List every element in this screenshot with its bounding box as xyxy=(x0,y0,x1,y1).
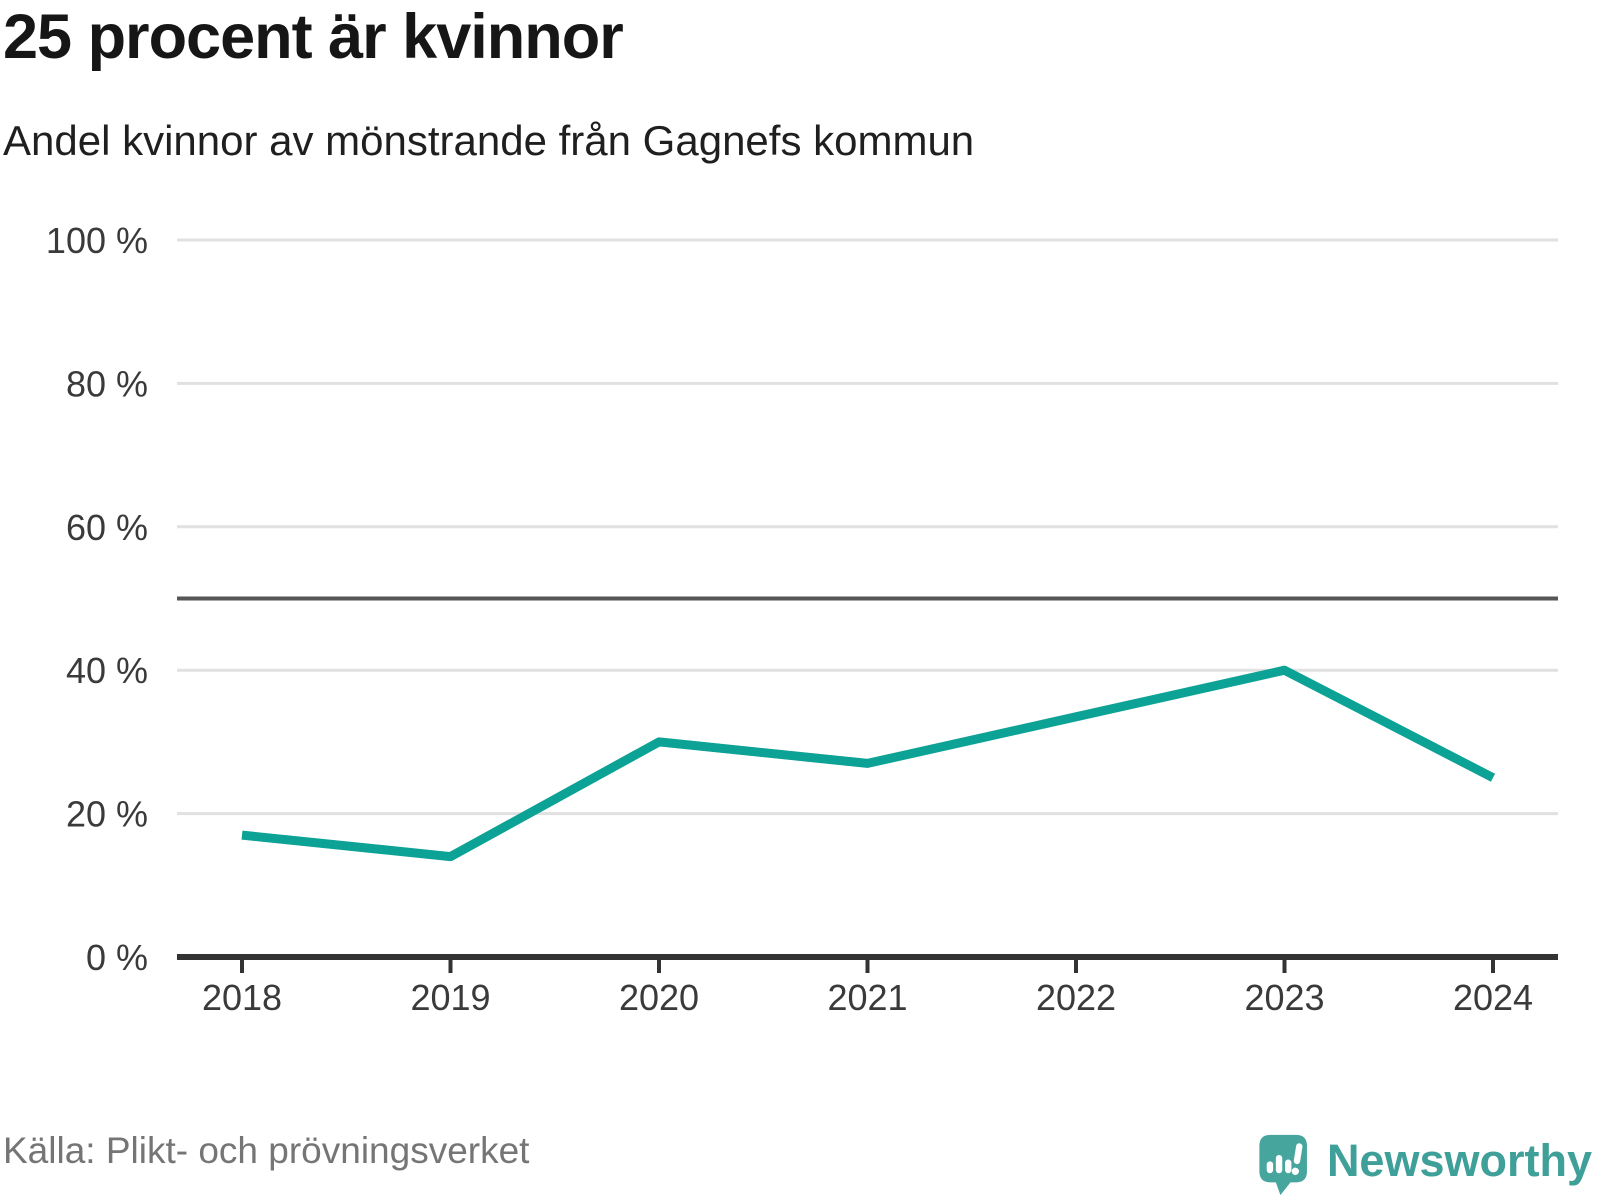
x-axis-tick-label: 2024 xyxy=(1453,977,1533,1018)
y-axis-tick-label: 60 % xyxy=(66,507,148,548)
y-axis-tick-label: 0 % xyxy=(86,937,148,978)
y-axis-tick-label: 100 % xyxy=(46,220,148,261)
newsworthy-bubble-chart-icon xyxy=(1259,1134,1307,1196)
x-axis-tick-label: 2018 xyxy=(202,977,282,1018)
trend-line xyxy=(241,665,1496,862)
y-axis-tick-label: 40 % xyxy=(66,650,148,691)
y-axis-tick-label: 80 % xyxy=(66,363,148,404)
x-axis-tick-label: 2022 xyxy=(1036,977,1116,1018)
chart-subtitle: Andel kvinnor av mönstrande från Gagnefs… xyxy=(3,117,975,164)
x-axis-tick-label: 2023 xyxy=(1244,977,1324,1018)
brand-name: Newsworthy xyxy=(1326,1134,1592,1186)
x-axis-tick-label: 2019 xyxy=(410,977,490,1018)
brand-logo: Newsworthy xyxy=(1257,1130,1592,1200)
y-axis-tick-label: 20 % xyxy=(66,794,148,835)
x-axis-tick-label: 2020 xyxy=(619,977,699,1018)
source-note: Källa: Plikt- och prövningsverket xyxy=(3,1130,530,1171)
x-axis-tick-label: 2021 xyxy=(827,977,907,1018)
chart-title: 25 procent är kvinnor xyxy=(3,2,624,72)
